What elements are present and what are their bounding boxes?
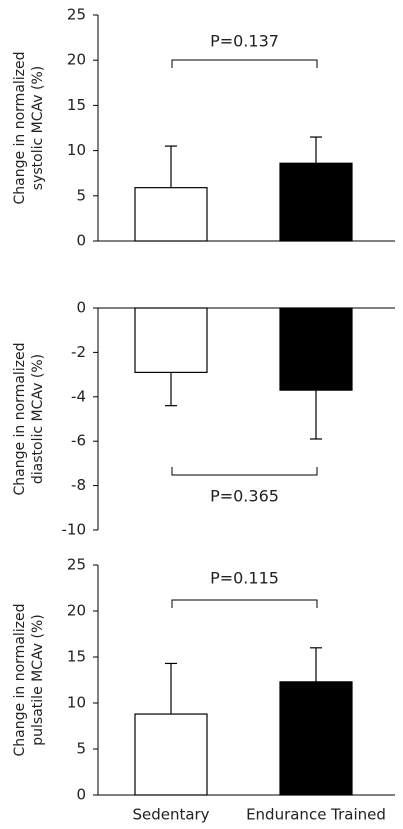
y-tick-label: -8 [71,476,86,494]
y-axis-label: systolic MCAv (%) [30,66,46,190]
y-tick-label: 0 [76,232,86,250]
y-axis-label: Change in normalized [12,603,28,756]
y-tick-label: 15 [67,648,86,666]
y-axis-label: Change in normalized [12,51,28,204]
y-tick-label: 0 [76,786,86,804]
bar [279,162,353,242]
y-tick-label: 5 [76,186,86,204]
bar [134,713,208,796]
y-tick-label: 5 [76,740,86,758]
significance-bracket [171,59,318,68]
bar [279,681,353,796]
y-tick-label: 10 [67,694,86,712]
y-tick-label: -2 [71,343,86,361]
y-tick-label: 25 [67,556,86,574]
y-tick-label: 10 [67,141,86,159]
x-tick-label: Sedentary [132,806,209,824]
y-tick-label: 20 [67,602,86,620]
annotation: P=0.137 [210,32,279,51]
bar [134,307,208,373]
significance-bracket [171,599,318,608]
bar [134,187,208,242]
significance-bracket [171,467,318,476]
annotation: P=0.115 [210,569,279,588]
y-tick-label: -4 [71,387,86,405]
y-axis-label: diastolic MCAv (%) [30,354,46,484]
bar [279,307,353,391]
y-tick-label: -10 [62,521,87,539]
y-tick-label: 25 [67,6,86,24]
y-tick-label: 20 [67,51,86,69]
y-axis-label: Change in normalized [12,342,28,495]
y-tick-label: 0 [76,299,86,317]
y-tick-label: 15 [67,96,86,114]
x-tick-label: Endurance Trained [246,806,386,824]
y-axis-label: pulsatile MCAv (%) [30,614,46,745]
annotation: P=0.365 [210,487,279,506]
y-tick-label: -6 [71,432,86,450]
